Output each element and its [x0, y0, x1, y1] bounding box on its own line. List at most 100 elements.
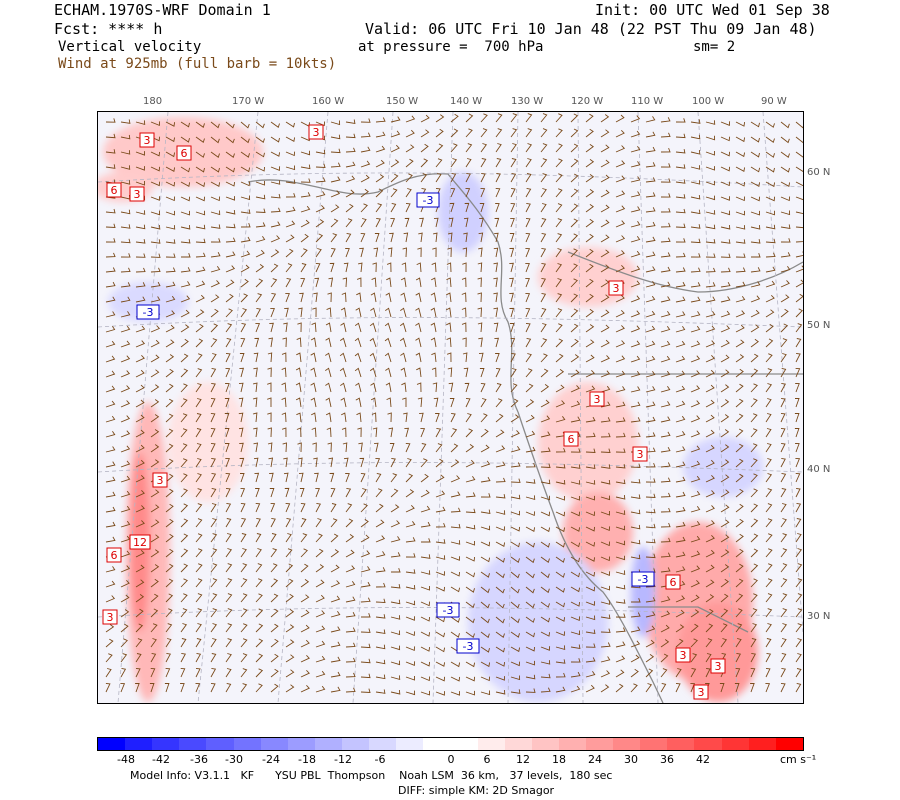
- wind-barb: [540, 307, 547, 318]
- wind-barb: [495, 429, 505, 438]
- wind-barb: [400, 292, 407, 303]
- wind-barb: [660, 522, 671, 528]
- wind-barb: [240, 337, 246, 348]
- wind-barb: [345, 473, 350, 483]
- wind-barb: [405, 646, 416, 652]
- wind-barb: [405, 553, 416, 558]
- wind-barb: [600, 556, 611, 562]
- wind-barb: [615, 525, 626, 531]
- wind-barb: [253, 382, 258, 393]
- wind-barb: [570, 203, 579, 213]
- wind-barb: [525, 571, 535, 579]
- wind-barb: [480, 187, 486, 198]
- wind-barb: [120, 682, 126, 693]
- wind-barb: [690, 415, 701, 423]
- wind-barb: [105, 149, 116, 154]
- wind-barb: [345, 580, 356, 588]
- wind-barb: [255, 121, 265, 129]
- wind-barb: [630, 250, 641, 258]
- wind-barb: [150, 414, 160, 423]
- wind-barb: [794, 413, 800, 423]
- wind-barb: [369, 352, 377, 363]
- wind-barb: [433, 217, 439, 228]
- wind-barb: [570, 541, 581, 548]
- wind-barb: [433, 397, 439, 408]
- wind-barb: [330, 487, 336, 498]
- wind-barb: [165, 166, 176, 172]
- wind-barb: [555, 416, 566, 423]
- wind-barb: [253, 442, 259, 453]
- wind-barb: [105, 370, 116, 378]
- wind-barb: [450, 676, 461, 682]
- wind-barb: [315, 670, 326, 678]
- wind-barb: [645, 192, 656, 198]
- wind-barb: [354, 352, 362, 363]
- wind-barb: [225, 548, 233, 558]
- wind-barb: [325, 412, 332, 423]
- wind-barb: [585, 601, 596, 606]
- wind-barb: [525, 660, 535, 666]
- wind-barb: [105, 476, 116, 483]
- wind-barb: [225, 136, 235, 144]
- wind-barb: [465, 508, 476, 514]
- wind-barb: [795, 293, 803, 303]
- wind-barb: [690, 238, 701, 244]
- wind-barb: [660, 132, 671, 138]
- wind-barb: [525, 232, 531, 243]
- wind-barb: [386, 277, 392, 288]
- wind-barb: [675, 476, 686, 483]
- wind-barb: [585, 293, 594, 303]
- wind-barb: [285, 654, 295, 663]
- wind-barb: [296, 427, 302, 438]
- wind-barb: [165, 267, 176, 273]
- wind-barb: [570, 480, 581, 485]
- wind-barb: [195, 252, 206, 258]
- wind-barb: [345, 248, 350, 258]
- wind-barb: [450, 586, 461, 593]
- wind-barb: [630, 654, 640, 663]
- wind-barb: [540, 143, 548, 153]
- wind-barb: [135, 623, 144, 633]
- wind-barb: [765, 166, 775, 173]
- wind-barb: [435, 443, 443, 453]
- wind-barb: [525, 337, 532, 348]
- wind-barb: [690, 296, 701, 303]
- wind-barb: [300, 624, 310, 633]
- wind-barb: [225, 265, 236, 273]
- wind-barb: [372, 427, 378, 438]
- wind-barb: [660, 624, 670, 633]
- wind-barb: [420, 586, 430, 591]
- wind-barb: [570, 338, 579, 348]
- wind-barb: [384, 352, 392, 363]
- wind-barb: [120, 550, 131, 558]
- wind-barb: [420, 114, 430, 123]
- wind-barb: [105, 653, 113, 663]
- wind-barb: [315, 149, 326, 155]
- wind-barb: [270, 180, 281, 185]
- wind-barb: [540, 158, 548, 168]
- wind-barb: [585, 615, 596, 621]
- wind-barb: [300, 684, 310, 693]
- wind-barb: [330, 176, 341, 183]
- wind-barb: [630, 340, 641, 348]
- wind-barb: [555, 464, 566, 469]
- wind-barb: [734, 683, 740, 693]
- wind-barb: [630, 191, 641, 198]
- wind-barb: [375, 567, 386, 573]
- wind-barb: [210, 518, 217, 528]
- wind-barb: [285, 151, 296, 157]
- wind-barb: [570, 323, 579, 333]
- wind-barb: [416, 382, 422, 393]
- wind-barb: [660, 222, 671, 228]
- wind-barb: [281, 397, 287, 408]
- wind-barb: [735, 398, 744, 408]
- wind-barb: [480, 541, 491, 547]
- colorbar-tick: -24: [262, 753, 280, 766]
- wind-barb: [735, 253, 746, 258]
- wind-barb: [555, 263, 563, 273]
- wind-barb: [415, 307, 422, 318]
- wind-barb: [360, 503, 368, 513]
- wind-barb: [300, 518, 307, 528]
- wind-barb: [660, 552, 671, 558]
- wind-barb: [615, 401, 626, 408]
